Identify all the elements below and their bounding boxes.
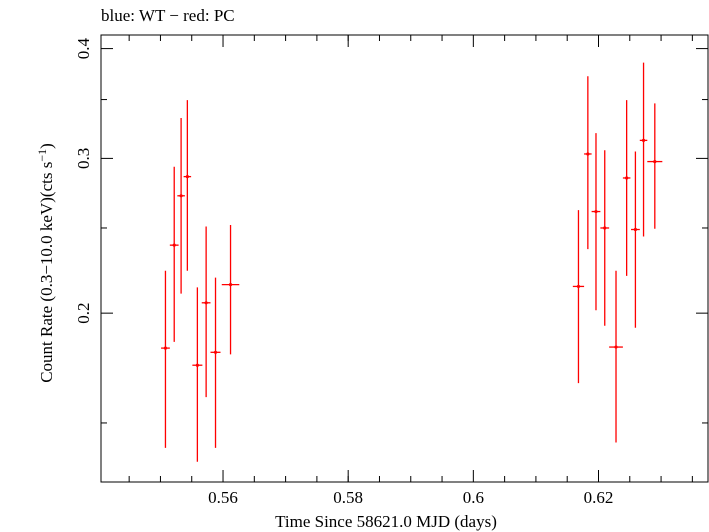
data-point: [177, 117, 185, 294]
data-point: [600, 150, 610, 326]
data-points: [161, 62, 663, 462]
data-point: [161, 270, 170, 448]
data-point: [201, 226, 211, 398]
y-axis-label-exponent: −1: [35, 149, 49, 162]
y-tick-label: 0.3: [74, 148, 93, 169]
data-point: [631, 151, 640, 328]
data-point: [210, 277, 221, 448]
x-tick-label: 0.58: [333, 488, 363, 507]
y-axis-label-main: Count Rate (0.3−10.0 keV)(cts s: [37, 162, 56, 383]
data-point: [591, 133, 601, 311]
data-point: [584, 76, 592, 250]
chart-title: blue: WT − red: PC: [101, 6, 235, 25]
point-marker: [586, 152, 590, 156]
point-marker: [204, 301, 208, 305]
y-axis-label: Count Rate (0.3−10.0 keV)(cts s−1): [35, 143, 56, 383]
data-point: [169, 166, 179, 342]
point-marker: [576, 284, 581, 289]
point-marker: [228, 283, 233, 287]
data-point: [221, 224, 240, 355]
point-marker: [213, 350, 218, 354]
data-point: [639, 62, 648, 237]
point-marker: [179, 194, 183, 198]
x-axis-label: Time Since 58621.0 MJD (days): [275, 512, 497, 531]
axes: 0.56 0.58 0.6 0.62 0.2 0.3 0.4: [74, 35, 708, 507]
data-point: [192, 287, 203, 462]
data-point: [622, 100, 631, 276]
point-marker: [625, 176, 629, 180]
data-point: [609, 270, 623, 443]
point-marker: [185, 175, 189, 179]
point-marker: [594, 209, 598, 214]
point-marker: [614, 345, 618, 349]
point-marker: [603, 226, 607, 230]
data-point: [647, 103, 663, 229]
x-tick-label: 0.56: [208, 488, 238, 507]
point-marker: [653, 159, 657, 164]
x-tick-label: 0.6: [463, 488, 484, 507]
point-marker: [195, 363, 199, 367]
point-marker: [641, 138, 646, 142]
data-point: [572, 210, 585, 384]
point-marker: [633, 227, 638, 232]
point-marker: [163, 346, 168, 350]
y-tick-label: 0.4: [74, 37, 93, 59]
point-marker: [172, 243, 176, 247]
plot-frame: [100, 34, 709, 483]
y-tick-label: 0.2: [74, 303, 93, 324]
data-point: [183, 100, 192, 271]
y-axis-label-close: ): [37, 143, 56, 149]
x-tick-label: 0.62: [584, 488, 614, 507]
